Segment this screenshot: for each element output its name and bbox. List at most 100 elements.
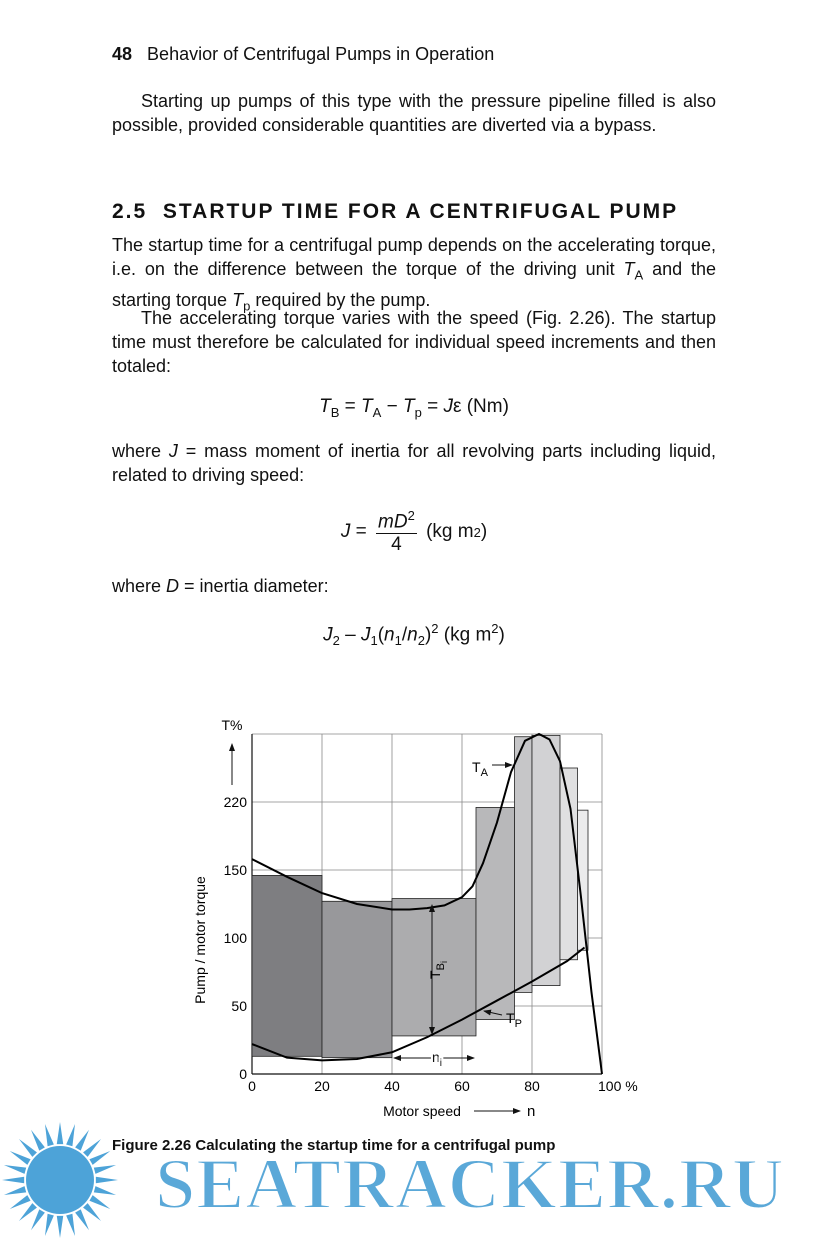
caption: Figure 2.26 Calculating the startup time…	[112, 1137, 556, 1154]
paragraph: The startup time for a centrifugal pump …	[112, 233, 716, 318]
symbol: J	[168, 441, 178, 461]
arrow	[483, 1009, 503, 1016]
ray	[9, 1195, 31, 1209]
ray	[93, 1164, 117, 1174]
ray	[89, 1195, 111, 1209]
y-tick-label: 220	[224, 794, 248, 810]
ray	[56, 1215, 64, 1238]
superscript: 2	[491, 621, 499, 636]
text: –	[339, 624, 361, 646]
y-tick-label: 50	[231, 998, 247, 1014]
text: where	[112, 576, 167, 596]
symbol: T	[319, 396, 331, 417]
annotation: ni	[432, 1049, 442, 1069]
text: = mass moment of inertia for all revolvi…	[112, 441, 717, 485]
watermark-text: SEATRACKER.RU	[155, 1144, 785, 1224]
fraction: mD2 4	[376, 508, 417, 556]
y-tick-label: 0	[239, 1066, 247, 1082]
ray	[44, 1123, 54, 1147]
label-part: i	[439, 961, 449, 963]
ray	[31, 1129, 45, 1151]
step-bar	[251, 875, 323, 1057]
text: The startup time for a centrifugal pump …	[112, 235, 716, 279]
ray	[83, 1138, 102, 1157]
ray	[56, 1122, 64, 1145]
symbol: T	[232, 289, 244, 310]
text: and the starting torque	[112, 259, 716, 310]
ray	[3, 1164, 27, 1174]
curve	[251, 946, 586, 1062]
text: = inertia diameter:	[179, 576, 329, 596]
ray	[3, 1186, 27, 1196]
step-bar	[514, 736, 533, 993]
ray	[93, 1186, 117, 1196]
symbol: J	[443, 396, 453, 417]
subscript: B	[330, 404, 340, 420]
step-bar	[475, 807, 515, 1021]
ray	[89, 1151, 111, 1165]
annotation: TP	[506, 1010, 522, 1030]
step-bar	[321, 900, 393, 1059]
x-tick-label: 40	[384, 1078, 400, 1094]
y-unit: T%	[222, 717, 243, 733]
label-part: T	[506, 1010, 515, 1026]
x-tick-label: 60	[454, 1078, 470, 1094]
paragraph: The accelerating torque varies with the …	[112, 308, 716, 376]
symbol: n	[384, 624, 395, 646]
ray	[2, 1176, 25, 1184]
subscript: A	[634, 267, 644, 283]
superscript: 2	[431, 621, 439, 636]
x-tick-label: 100 %	[598, 1078, 638, 1094]
text: )	[498, 624, 505, 646]
section-number: 2.5	[112, 200, 148, 223]
ray	[75, 1129, 89, 1151]
ray	[18, 1138, 37, 1157]
ray	[75, 1209, 89, 1231]
equation: J2 – J1(n1/n2)2 (kg m2)	[112, 621, 716, 648]
ray	[18, 1203, 37, 1222]
ray	[95, 1176, 118, 1184]
symbol: J	[323, 624, 333, 646]
label-part: n	[432, 1049, 440, 1065]
y-tick-label: 100	[224, 930, 248, 946]
paragraph: where J = mass moment of inertia for all…	[112, 439, 716, 487]
text: ε (Nm)	[452, 396, 509, 417]
curve	[251, 732, 603, 1075]
section-heading: 2.5 STARTUP TIME FOR A CENTRIFUGAL PUMP	[112, 200, 716, 224]
symbol: T	[402, 396, 415, 417]
text: where	[112, 441, 169, 461]
symbol: J	[360, 624, 371, 646]
symbol: J	[340, 521, 351, 543]
text: =	[350, 521, 372, 543]
text: (	[377, 624, 385, 646]
subscript: 1	[370, 633, 378, 649]
x-tick-label: 80	[524, 1078, 540, 1094]
y-tick-label: 150	[224, 862, 248, 878]
text: /	[401, 624, 408, 646]
label-part: A	[481, 767, 489, 779]
paragraph: Starting up pumps of this type with the …	[112, 91, 716, 135]
section-title: STARTUP TIME FOR A CENTRIFUGAL PUMP	[162, 200, 679, 223]
label-part: B	[435, 963, 447, 970]
label-part: P	[515, 1018, 522, 1030]
text: )	[480, 521, 488, 543]
x-tick-label: 0	[248, 1078, 256, 1094]
superscript: 2	[473, 524, 481, 540]
ray	[44, 1213, 54, 1237]
annotation: TA	[472, 759, 489, 779]
subscript: 2	[332, 633, 340, 649]
ray	[83, 1203, 102, 1222]
subscript: p	[414, 404, 422, 420]
x-tick-label: 20	[314, 1078, 330, 1094]
y-axis-label: Pump / motor torque	[192, 876, 208, 1004]
symbol: mD	[378, 511, 408, 533]
running-header: 48 Behavior of Centrifugal Pumps in Oper…	[112, 42, 716, 66]
text: required by the pump.	[250, 289, 431, 310]
header-title: Behavior of Centrifugal Pumps in Operati…	[147, 44, 495, 64]
text: =	[421, 396, 444, 417]
label-part: T	[427, 970, 443, 979]
sun-icon	[2, 1122, 118, 1238]
equation: TB = TA − Tp = Jε (Nm)	[112, 396, 716, 420]
subscript: 2	[417, 633, 425, 649]
subscript: p	[243, 298, 251, 314]
